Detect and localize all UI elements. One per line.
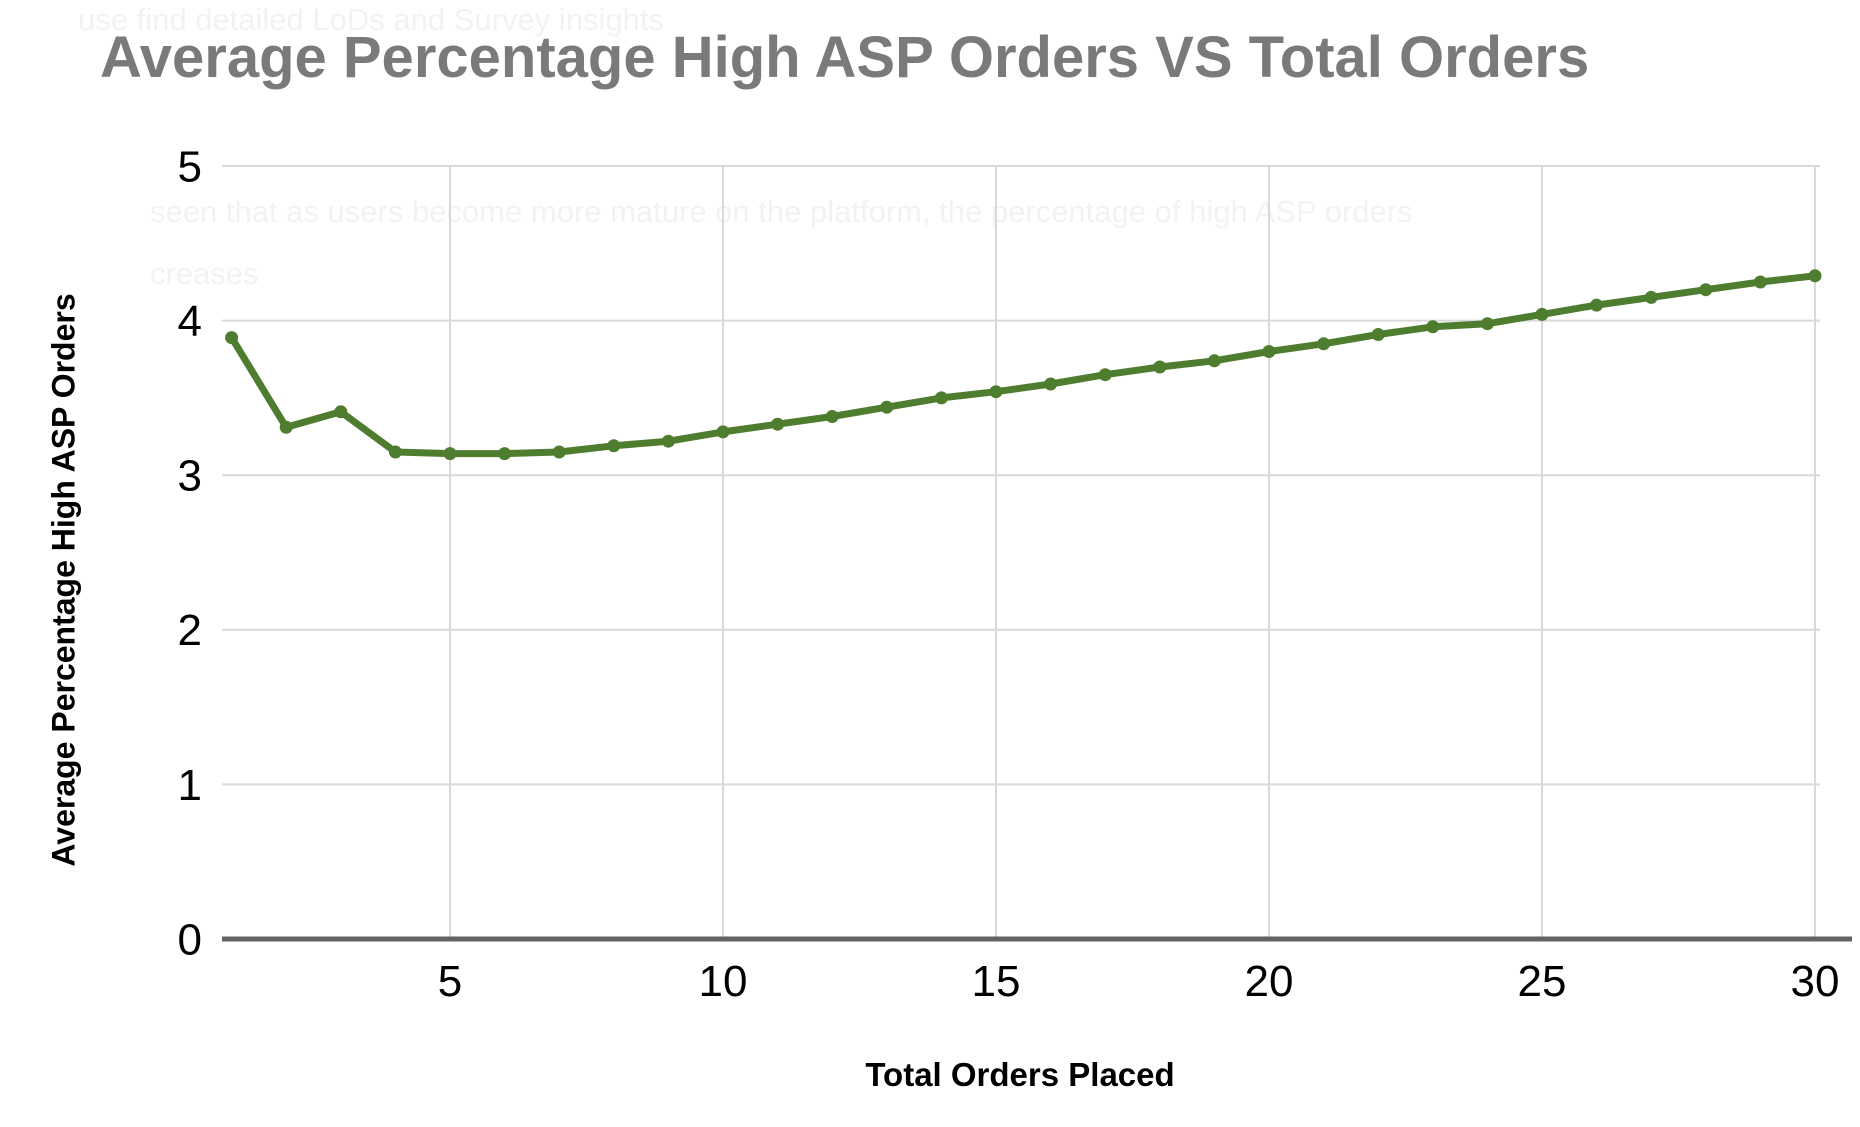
data-point [989, 385, 1003, 399]
y-tick-label: 4 [178, 297, 202, 346]
data-point [1480, 317, 1494, 331]
data-point [934, 391, 948, 405]
data-point [661, 434, 675, 448]
y-tick-label: 5 [178, 142, 202, 191]
data-point [880, 400, 894, 414]
x-tick-label: 15 [972, 957, 1021, 1006]
data-point [1153, 360, 1167, 374]
data-point [716, 425, 730, 439]
x-tick-label: 10 [699, 957, 748, 1006]
data-point [388, 445, 402, 459]
data-point [443, 447, 457, 461]
y-tick-label: 1 [178, 761, 202, 810]
data-point [1535, 307, 1549, 321]
data-point [1753, 275, 1767, 289]
data-line [228, 272, 1819, 458]
x-tick-label: 25 [1518, 957, 1567, 1006]
x-tick-label: 5 [438, 957, 462, 1006]
data-point [552, 445, 566, 459]
data-point [771, 417, 785, 431]
y-tick-label: 3 [178, 452, 202, 501]
data-point [498, 447, 512, 461]
chart-title: Average Percentage High ASP Orders VS To… [100, 25, 1590, 90]
data-point [225, 331, 239, 345]
data-point [279, 420, 293, 434]
x-tick-label: 30 [1791, 957, 1840, 1006]
data-point [1044, 377, 1058, 391]
y-tick-label: 0 [178, 915, 202, 964]
data-point [1644, 290, 1658, 304]
data-point [1207, 354, 1221, 368]
data-point [1426, 320, 1440, 334]
x-tick-label: 20 [1245, 957, 1294, 1006]
x-axis-title: Total Orders Placed [865, 1056, 1175, 1093]
data-point [1371, 328, 1385, 341]
data-point [1262, 345, 1276, 358]
data-point [334, 405, 348, 419]
data-point [1808, 269, 1822, 283]
data-point [1317, 337, 1331, 351]
data-point [825, 410, 839, 423]
data-point [1699, 283, 1713, 297]
data-point [1590, 298, 1604, 312]
data-point [607, 439, 621, 453]
data-point [1098, 368, 1112, 382]
y-tick-label: 2 [178, 606, 202, 655]
